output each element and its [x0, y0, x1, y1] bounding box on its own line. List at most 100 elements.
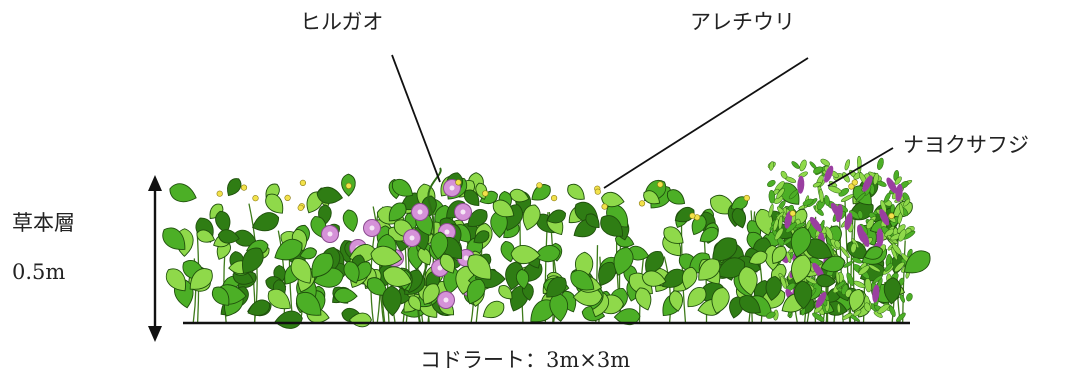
leaf: [316, 186, 343, 204]
leaf: [189, 268, 213, 290]
leaf: [463, 189, 480, 206]
leaf: [333, 287, 358, 304]
vetch-leaflet: [894, 261, 905, 272]
flower-center: [460, 209, 466, 215]
yellow-flower: [848, 183, 855, 190]
leaf: [165, 268, 186, 292]
leaf: [739, 295, 761, 314]
yellow-flower: [536, 182, 543, 189]
vetch-leaflet: [774, 227, 784, 241]
vetch-flower: [886, 177, 898, 194]
vetch-leaflet: [812, 312, 825, 322]
label-arechiuri: アレチウリ: [690, 10, 795, 34]
flower-center: [444, 229, 450, 235]
vetch-flower: [856, 224, 866, 243]
yellow-flower: [594, 188, 601, 195]
vetch-flower: [879, 208, 890, 226]
leaf: [716, 257, 745, 279]
vetch-leaflet: [769, 161, 775, 171]
leaf: [342, 209, 358, 233]
flower-center: [327, 231, 333, 237]
vetch-leaflet: [812, 182, 822, 188]
vetch-leaflet: [799, 159, 807, 172]
flower-layer: [216, 179, 895, 221]
leaf: [771, 245, 787, 265]
vetch-leaflet: [768, 204, 774, 218]
leader-line-hirugao: [391, 54, 441, 183]
vetch-leaflet: [890, 246, 898, 261]
leaf: [467, 254, 492, 280]
leaf: [370, 245, 403, 267]
vetch-flower: [812, 262, 825, 279]
leaf: [635, 287, 652, 311]
leaf: [864, 246, 883, 260]
leaf: [422, 283, 440, 305]
leaf: [820, 255, 846, 273]
vetch-leaflet: [841, 312, 853, 320]
vetch-leaflet: [873, 172, 879, 185]
leaf: [643, 190, 661, 205]
vetch-flower: [815, 291, 827, 308]
vetch-leaflet: [843, 261, 853, 268]
yellow-flower: [297, 204, 304, 211]
leader-line-nayoku: [827, 147, 894, 187]
leaf: [417, 247, 432, 266]
vetch-leaflet: [872, 275, 883, 284]
leaf: [674, 207, 695, 223]
leaf: [265, 193, 284, 214]
leaf: [242, 247, 264, 274]
vetch-leaflet: [768, 189, 776, 204]
leaf: [711, 287, 730, 314]
leaf: [492, 199, 515, 218]
vetch-leaflet: [889, 305, 896, 317]
leaf: [382, 266, 413, 287]
arrow-down-icon: [148, 326, 162, 342]
vetch-leaflet: [767, 180, 776, 187]
vetch-leaflet: [850, 242, 857, 254]
arrow-up-icon: [148, 175, 162, 191]
leaf: [522, 204, 541, 231]
leaf: [615, 234, 635, 248]
vetch-flower: [862, 175, 873, 192]
vetch-leaflet: [824, 195, 830, 206]
leaf: [510, 244, 541, 264]
leaf: [669, 290, 684, 312]
leaf: [391, 179, 414, 197]
vetch-flower: [784, 210, 793, 229]
vetch-leaflet: [906, 293, 913, 302]
leaf: [311, 252, 334, 278]
leaf: [681, 266, 698, 290]
leaf: [731, 207, 746, 229]
flower-center: [369, 225, 375, 231]
leaf: [169, 183, 197, 203]
leaf: [687, 287, 707, 308]
leaf: [162, 227, 186, 250]
yellow-flower: [789, 210, 796, 217]
vetch-leaflet: [903, 198, 911, 207]
vetch-leaflet: [840, 194, 854, 203]
leaf: [296, 291, 322, 316]
vetch-leaflet: [896, 312, 906, 323]
leaf: [473, 230, 490, 244]
leaf: [585, 213, 600, 228]
yellow-flower: [851, 179, 858, 186]
vetch-leaflet: [828, 185, 842, 194]
leaf: [388, 202, 407, 222]
yellow-flower: [601, 203, 608, 210]
vetch-leaflet: [834, 240, 841, 249]
vetch-leaflet: [899, 294, 905, 303]
vetch-leaflet: [899, 203, 905, 216]
leaf: [274, 310, 303, 329]
vetch-leaflet: [855, 192, 866, 203]
yellow-flower: [482, 190, 489, 197]
vetch-leaflet: [780, 170, 788, 179]
leaf: [196, 229, 216, 243]
leaf: [534, 245, 561, 263]
leaf: [382, 285, 402, 317]
leaf: [793, 280, 813, 310]
stem: [663, 256, 672, 323]
vetch-leaflet: [877, 157, 884, 170]
height-arrow: [148, 175, 162, 342]
